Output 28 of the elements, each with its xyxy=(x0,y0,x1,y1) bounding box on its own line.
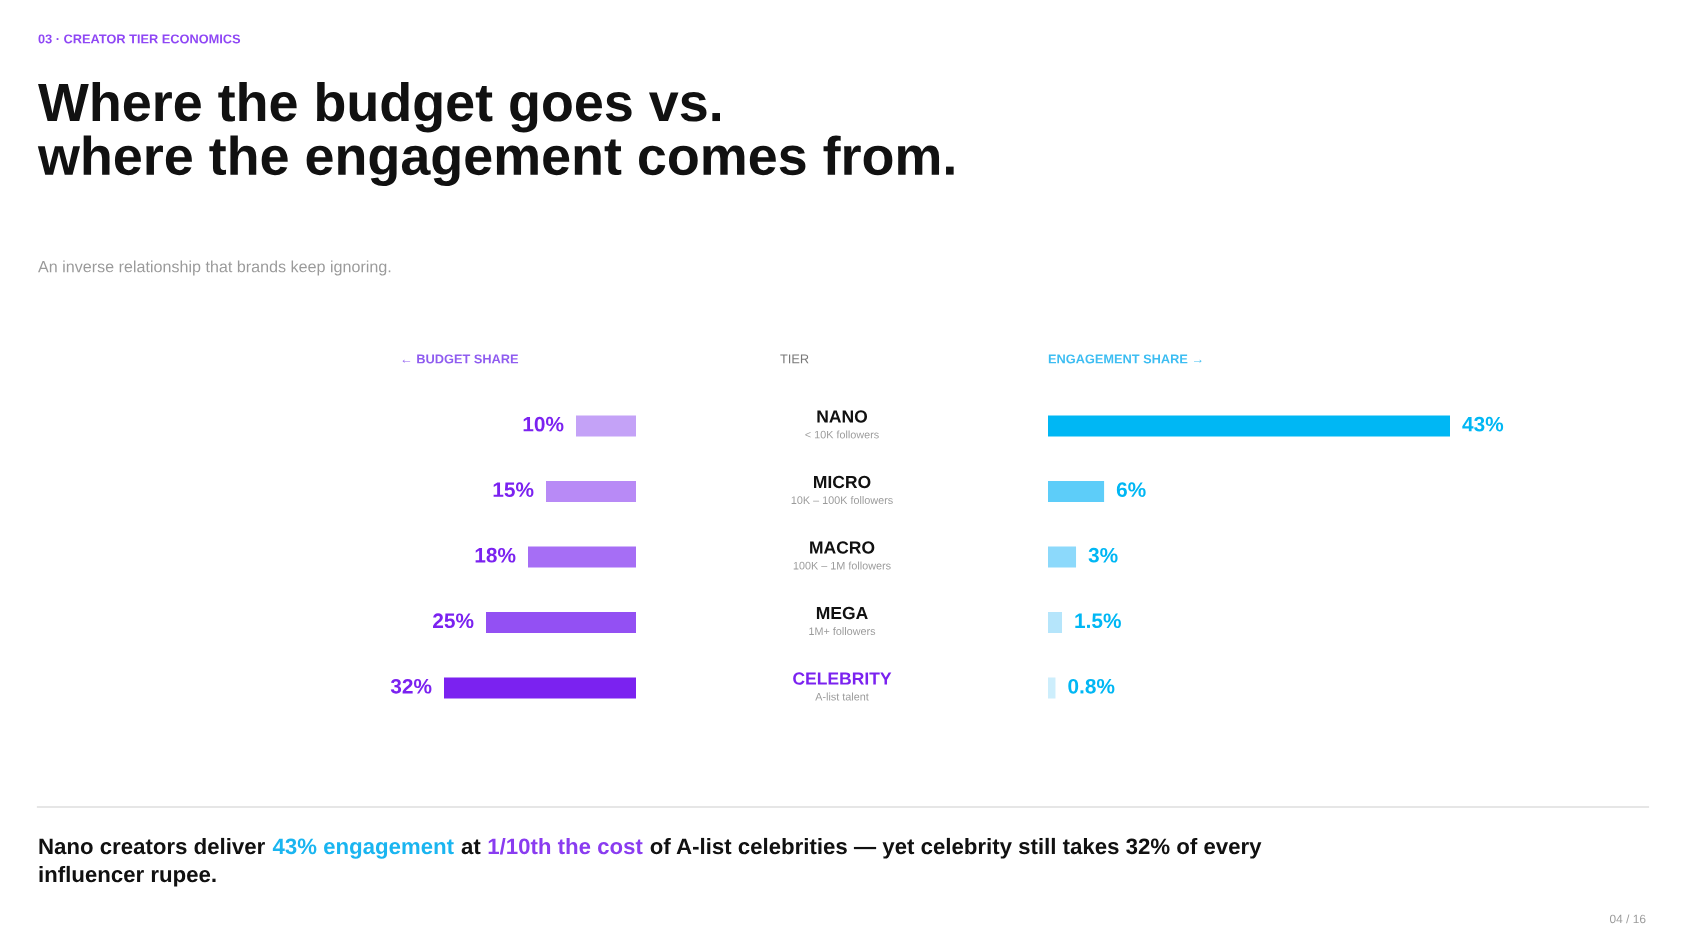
text: 1/10th the cost xyxy=(488,837,643,855)
data-label: 43% xyxy=(1462,416,1504,432)
text: of A-list celebrities — yet celebrity still takes 32% of every xyxy=(650,837,1262,859)
data-label: 1.5% xyxy=(1075,613,1121,629)
bar xyxy=(1048,546,1077,568)
chart-title: Where the budget goes vs. where the engagement comes from. xyxy=(37,82,954,187)
data-label: 15% xyxy=(493,482,534,498)
text: influencer rupee. xyxy=(39,865,216,887)
bar xyxy=(546,481,636,502)
bar xyxy=(528,546,636,568)
bar xyxy=(444,677,636,699)
text: An inverse relationship that brands keep ignoring. xyxy=(38,260,391,276)
text: at xyxy=(461,839,481,855)
data-label: 10% xyxy=(523,416,564,432)
text: Nano creators deliver xyxy=(39,837,265,855)
text: 43% engagement xyxy=(272,838,454,859)
data-label: 25% xyxy=(433,613,474,629)
bar xyxy=(576,415,636,437)
bar xyxy=(1048,612,1063,633)
data-label: 0.8% xyxy=(1068,678,1115,694)
data-label: 32% xyxy=(390,678,432,694)
bar xyxy=(1048,677,1056,699)
data-label: 6% xyxy=(1116,482,1146,498)
bar xyxy=(1048,481,1105,502)
data-label: 3% xyxy=(1088,547,1118,563)
data-label: 18% xyxy=(475,547,516,563)
bar xyxy=(486,612,636,633)
bar xyxy=(1048,415,1450,437)
